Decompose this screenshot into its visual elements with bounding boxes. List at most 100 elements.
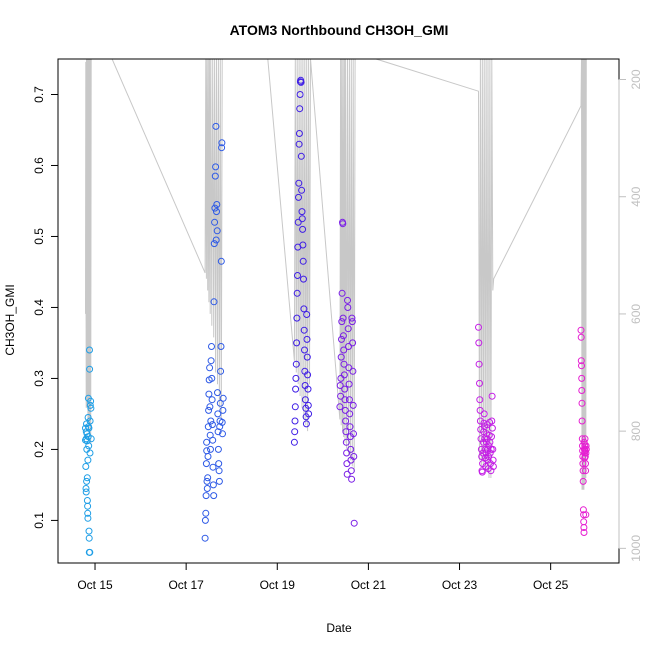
data-point [207, 445, 214, 453]
data-point [209, 436, 217, 444]
data-point [340, 371, 348, 379]
data-point [210, 492, 218, 500]
data-point [302, 420, 310, 428]
data-point [214, 389, 221, 397]
axes-layer: Oct 15 Oct 17 Oct 19 Oct 21 Oct 23 Oct 25 0.1 0… [32, 69, 643, 592]
data-point [341, 406, 349, 414]
data-point [83, 445, 91, 453]
data-point [344, 296, 351, 304]
x-tick-label: Oct 21 [351, 578, 387, 592]
data-point [305, 410, 313, 418]
data-point [336, 403, 344, 411]
data-point [579, 467, 587, 475]
data-point [299, 225, 307, 233]
data-point [206, 403, 214, 411]
data-point [345, 396, 353, 404]
y2-tick-label: 400 [629, 186, 643, 206]
series-2017-10-19 [290, 76, 313, 446]
data-point [86, 449, 94, 457]
data-point [349, 367, 357, 375]
data-point [295, 193, 302, 201]
data-point [295, 140, 303, 148]
series-2017-10-20 [336, 218, 358, 527]
data-point [350, 430, 357, 438]
data-point [217, 367, 225, 375]
data-point [476, 379, 483, 387]
data-point [338, 289, 346, 297]
data-point [85, 442, 93, 450]
data-point [489, 445, 497, 453]
data-point [83, 477, 91, 485]
data-point [476, 406, 484, 414]
data-point [298, 208, 306, 216]
data-point [291, 403, 299, 411]
data-point [577, 333, 585, 341]
data-point [202, 509, 210, 517]
data-point [341, 396, 349, 404]
data-point [350, 453, 358, 460]
data-point [348, 318, 356, 326]
data-point [342, 417, 350, 425]
data-point [341, 385, 349, 393]
data-point [202, 492, 210, 500]
series-2017-10-14 [82, 346, 95, 556]
data-point [211, 218, 219, 226]
data-point [211, 172, 219, 180]
data-point [578, 387, 586, 394]
data-point [293, 314, 301, 322]
data-point [84, 509, 92, 517]
data-point [346, 410, 354, 418]
data-point [213, 208, 220, 216]
data-point [349, 401, 357, 409]
data-point [303, 311, 311, 318]
data-point [293, 289, 301, 297]
data-point [203, 447, 211, 455]
data-point [84, 414, 92, 421]
data-point [86, 548, 94, 556]
data-point [212, 236, 220, 244]
data-point [208, 421, 216, 429]
chart-title: ATOM3 Northbound CH3OH_GMI [230, 22, 449, 38]
data-point [344, 304, 352, 311]
x-tick-label: Oct 15 [77, 578, 113, 592]
data-point [339, 332, 347, 340]
data-point [213, 227, 221, 235]
data-point [293, 339, 301, 347]
y2-tick-label: 800 [629, 421, 643, 441]
data-point [207, 357, 215, 365]
data-point [350, 519, 358, 527]
data-point [216, 399, 224, 407]
data-point [83, 437, 91, 445]
data-point [348, 314, 356, 322]
data-point [578, 362, 585, 370]
data-point [209, 481, 217, 489]
data-point [291, 417, 299, 425]
y2-tick-label: 1000 [629, 535, 643, 562]
data-point [480, 410, 488, 418]
data-point [291, 428, 299, 436]
data-point [582, 511, 590, 519]
data-point [295, 130, 303, 137]
y2-tick-label: 200 [629, 69, 643, 89]
data-point [208, 343, 215, 350]
data-point [218, 144, 226, 152]
data-point [292, 360, 300, 368]
data-point [85, 424, 93, 432]
data-point [219, 394, 227, 402]
data-point [577, 326, 585, 334]
data-point [582, 449, 590, 457]
data-point [343, 470, 351, 478]
data-point [87, 397, 95, 405]
data-point [207, 417, 215, 425]
data-point [301, 396, 309, 404]
data-point [86, 401, 94, 409]
data-point [213, 201, 221, 208]
data-point [203, 485, 211, 492]
data-point [488, 424, 496, 432]
data-point [345, 343, 352, 350]
data-point [342, 428, 350, 436]
data-point [297, 78, 305, 86]
data-point [479, 438, 487, 446]
